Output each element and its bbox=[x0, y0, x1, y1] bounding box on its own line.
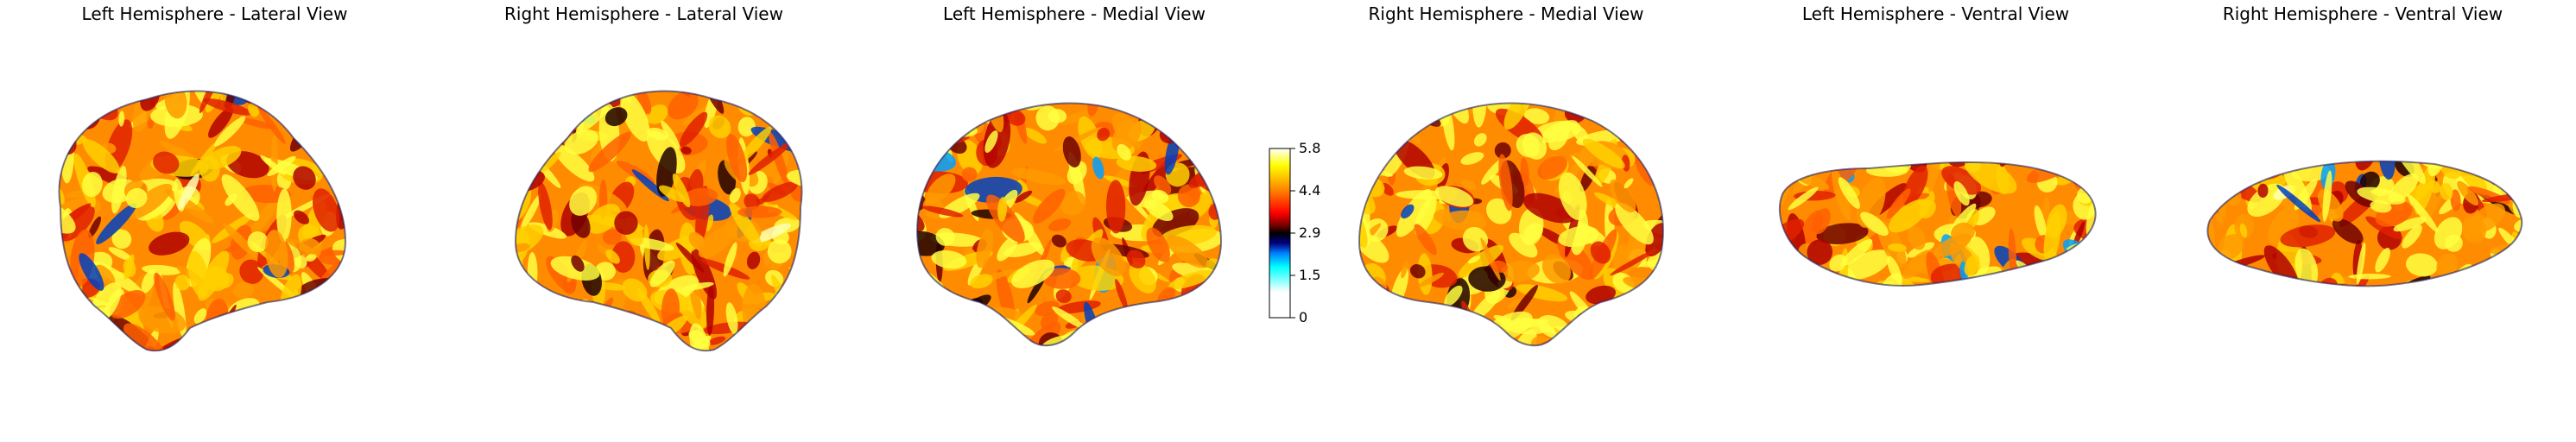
panel-lateral-left: Left Hemisphere - Lateral View bbox=[0, 0, 429, 442]
panel-ventral-right: Right Hemisphere - Ventral View bbox=[2149, 0, 2576, 442]
brain-surface bbox=[2206, 160, 2523, 287]
panel-lateral-right: Right Hemisphere - Lateral View bbox=[429, 0, 858, 442]
panel-title: Left Hemisphere - Ventral View bbox=[1801, 3, 2070, 24]
colorbar-tick-label: 2.9 bbox=[1299, 224, 1321, 241]
panel-title: Right Hemisphere - Ventral View bbox=[2222, 3, 2503, 24]
brain-surface bbox=[916, 102, 1223, 347]
colorbar-tick-label: 4.4 bbox=[1299, 182, 1321, 199]
panel-ventral-left: Left Hemisphere - Ventral View bbox=[1722, 0, 2149, 442]
colorbar-gradient bbox=[1269, 148, 1295, 319]
panel-medial-right: Right Hemisphere - Medial View bbox=[1290, 0, 1722, 442]
panel-medial-left: Left Hemisphere - Medial View bbox=[858, 0, 1290, 442]
brain-surface bbox=[514, 90, 803, 352]
panel-title: Right Hemisphere - Medial View bbox=[1368, 3, 1644, 24]
colorbar-tick-label: 1.5 bbox=[1299, 267, 1321, 283]
brain-surface bbox=[1358, 102, 1664, 347]
brain-surface bbox=[1778, 161, 2097, 287]
brain-surface bbox=[58, 90, 347, 352]
panel-title: Left Hemisphere - Medial View bbox=[943, 3, 1206, 24]
panel-title: Right Hemisphere - Lateral View bbox=[504, 3, 783, 24]
colorbar-tick-label: 0 bbox=[1299, 309, 1308, 325]
panel-title: Left Hemisphere - Lateral View bbox=[81, 3, 348, 24]
colorbar-tick-label: 5.8 bbox=[1299, 140, 1321, 156]
